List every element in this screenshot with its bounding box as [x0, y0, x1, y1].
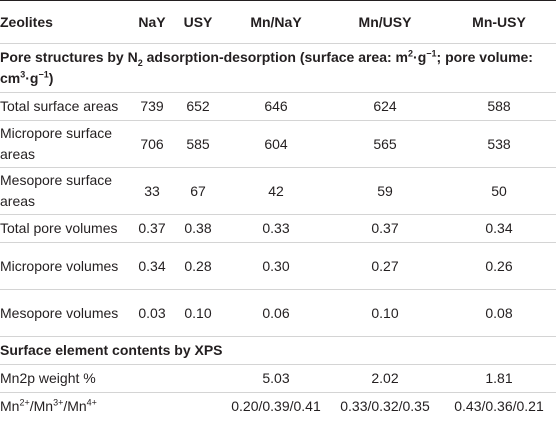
- table-cell: 739: [132, 92, 172, 121]
- table-row: Mn2p weight % 5.03 2.02 1.81: [0, 364, 556, 393]
- table-cell: [172, 393, 224, 421]
- zeolite-properties-table: Zeolites NaY USY Mn/NaY Mn/USY Mn-USY Po…: [0, 0, 556, 421]
- table-cell: 646: [224, 92, 328, 121]
- table-cell: 0.28: [172, 242, 224, 290]
- row-label: Total pore volumes: [0, 214, 132, 243]
- table-cell: [132, 393, 172, 421]
- header-zeolites: Zeolites: [0, 0, 132, 44]
- table-row: Micropore volumes 0.34 0.28 0.30 0.27 0.…: [0, 242, 556, 290]
- table-cell: 0.33: [224, 214, 328, 243]
- table-cell: 59: [328, 167, 442, 215]
- table-row: Mesopore surface areas 33 67 42 59 50: [0, 167, 556, 215]
- table-cell: 0.20/0.39/0.41: [231, 398, 321, 414]
- table-cell: 67: [172, 167, 224, 215]
- header-mn-nay: Mn/NaY: [224, 0, 328, 44]
- table-cell: 0.37: [328, 214, 442, 243]
- table-cell: 0.30: [224, 242, 328, 290]
- table-cell: 0.06: [224, 289, 328, 337]
- section-xps-title: Surface element contents by XPS: [0, 336, 556, 365]
- table-cell: 0.43/0.36/0.21: [454, 398, 544, 414]
- table-row: Micropore surface areas 706 585 604 565 …: [0, 120, 556, 168]
- table-row: Mn2+/Mn3+/Mn4+ 0.20/0.39/0.41 0.33/0.32/…: [0, 393, 556, 421]
- table-cell: 0.26: [442, 242, 556, 290]
- row-label: Mesopore volumes: [0, 289, 132, 337]
- table-cell: 1.81: [442, 364, 556, 393]
- table-cell: 2.02: [328, 364, 442, 393]
- table-cell: 0.34: [132, 242, 172, 290]
- table-cell: 0.10: [172, 289, 224, 337]
- table-cell: 42: [224, 167, 328, 215]
- table-cell: 0.37: [132, 214, 172, 243]
- row-label: Mn2p weight %: [0, 364, 132, 393]
- table-cell: 706: [132, 120, 172, 168]
- header-usy: USY: [172, 0, 224, 44]
- table-cell: 0.08: [442, 289, 556, 337]
- section-pore-structures: Pore structures by N2 adsorption-desorpt…: [0, 43, 556, 93]
- row-label: Mn2+/Mn3+/Mn4+: [0, 397, 97, 414]
- table-cell: 50: [442, 167, 556, 215]
- table-cell: 5.03: [224, 364, 328, 393]
- table-cell: 588: [442, 92, 556, 121]
- table-cell: 0.27: [328, 242, 442, 290]
- table-cell: 538: [442, 120, 556, 168]
- table-cell: 0.38: [172, 214, 224, 243]
- row-label: Micropore surface areas: [0, 120, 132, 168]
- table-cell: [172, 364, 224, 393]
- table-cell: 585: [172, 120, 224, 168]
- table-cell: 0.03: [132, 289, 172, 337]
- section-xps: Surface element contents by XPS: [0, 336, 556, 365]
- table-row: Total surface areas 739 652 646 624 588: [0, 92, 556, 121]
- table-row: Mesopore volumes 0.03 0.10 0.06 0.10 0.0…: [0, 289, 556, 337]
- section-pore-structures-title: Pore structures by N2 adsorption-desorpt…: [0, 43, 556, 93]
- table-cell: 604: [224, 120, 328, 168]
- header-nay: NaY: [132, 0, 172, 44]
- table-cell: 0.34: [442, 214, 556, 243]
- table-cell: [132, 364, 172, 393]
- table-cell: 0.10: [328, 289, 442, 337]
- row-label: Mesopore surface areas: [0, 167, 132, 215]
- table-cell: 0.33/0.32/0.35: [340, 398, 430, 414]
- table-cell: 33: [132, 167, 172, 215]
- table-cell: 565: [328, 120, 442, 168]
- header-mn-usy: Mn/USY: [328, 0, 442, 44]
- table-row: Total pore volumes 0.37 0.38 0.33 0.37 0…: [0, 214, 556, 243]
- table-cell: 624: [328, 92, 442, 121]
- table-cell: 652: [172, 92, 224, 121]
- row-label: Total surface areas: [0, 92, 132, 121]
- header-mn-dash-usy: Mn-USY: [442, 0, 556, 44]
- row-label: Micropore volumes: [0, 242, 132, 290]
- header-row: Zeolites NaY USY Mn/NaY Mn/USY Mn-USY: [0, 0, 556, 44]
